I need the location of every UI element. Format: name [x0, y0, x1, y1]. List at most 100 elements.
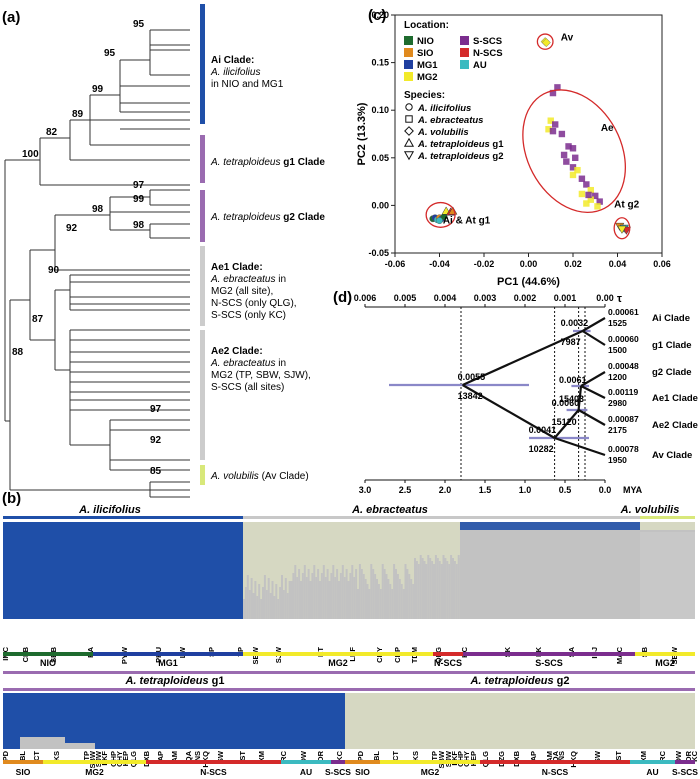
structure-site-label: ST [238, 751, 247, 761]
av-clade-label: A. volubilis (Av Clade) [210, 471, 309, 482]
div-top-tick-label: 0.006 [354, 293, 377, 303]
g1-clade-suffix: g1 Clade [283, 157, 325, 168]
div-branch [554, 436, 606, 457]
structure-bar-gray [65, 743, 95, 749]
legend-species-label: A. ebracteatus [417, 115, 483, 126]
div-node-tau: 0.0055 [458, 372, 486, 382]
structure-group-bar [345, 688, 695, 691]
structure-bar-gray [351, 565, 354, 619]
legend-species-suffix: g2 [490, 151, 504, 162]
bootstrap-value: 99 [133, 194, 145, 205]
structure-bar-gray [374, 574, 377, 619]
structure-site-label: LKF [450, 751, 459, 766]
div-bottom-tick-label: 0.0 [599, 485, 612, 495]
ae1-clade-line-3: N-SCS (only QLG), [211, 298, 297, 309]
bootstrap-value: 88 [12, 347, 24, 358]
structure-bar-gray [381, 564, 384, 619]
pca-point [563, 158, 570, 165]
structure-region-label: SIO [355, 767, 370, 777]
bootstrap-value: 98 [92, 204, 104, 215]
structure-region-label: SIO [16, 767, 31, 777]
structure-site-label: DR [684, 750, 693, 761]
g1-clade-species: A. tetraploideus [210, 157, 281, 168]
pca-y-tick-label: 0.05 [371, 153, 389, 163]
structure-bar-gray [383, 569, 386, 619]
clade-bar-ae2 [200, 330, 205, 460]
structure-bar-gray [425, 564, 428, 619]
pca-point [436, 217, 443, 225]
structure-region-label: N-SCS [200, 767, 227, 777]
structure-region-label: S-SCS [535, 658, 563, 668]
pca-point [554, 84, 561, 91]
structure-site-label: SB [640, 646, 649, 657]
structure-block-cream [345, 693, 695, 749]
structure-bar-gray [640, 532, 695, 619]
structure-bar-gray [433, 564, 435, 619]
structure-site-label: KEP [121, 751, 130, 766]
structure-bar-gray [400, 584, 403, 619]
bootstrap-value: 95 [104, 48, 116, 59]
divergence-time-plot: 0.006 0.005 0.004 0.003 0.002 0.001 0.00 τ 3.0 2.… [354, 293, 698, 495]
structure-bar-gray [360, 569, 363, 619]
pca-point [617, 225, 627, 234]
legend-species-label: A. tetraploideus g1 [417, 139, 504, 150]
structure-region-label: MG2 [328, 658, 348, 668]
pca-point [578, 175, 586, 182]
structure-bar-gray [398, 579, 401, 619]
structure-region-label: AU [300, 767, 312, 777]
structure-site-label: NS [557, 751, 566, 761]
pca-point [585, 191, 592, 199]
structure-species-bar [243, 516, 640, 519]
structure-bar-gray [279, 587, 282, 619]
structure-group-label-g2: A. tetraploideus g2 [469, 675, 569, 687]
structure-bar-gray [391, 589, 394, 619]
structure-site-label: DXB [512, 750, 521, 766]
div-node-tau: 0.0041 [529, 425, 557, 435]
structure-site-label: SW [216, 750, 225, 763]
legend-location-label: S-SCS [473, 36, 502, 47]
pca-point [569, 164, 577, 171]
structure-bar-gray [442, 555, 445, 619]
structure-bar-gray [452, 558, 454, 619]
pca-point [583, 200, 590, 207]
structure-bar-blue [460, 522, 640, 530]
legend-species-marker [404, 126, 414, 136]
structure-bar-gray [267, 578, 270, 619]
structure-site-label: SA [567, 646, 576, 657]
pca-x-tick-label: -0.06 [385, 259, 406, 269]
structure-bar-gray [357, 589, 359, 619]
div-bottom-axis-label: MYA [623, 485, 643, 495]
bootstrap-value: 99 [92, 84, 104, 95]
bootstrap-value: 98 [133, 220, 145, 231]
structure-bar-gray [305, 577, 308, 619]
div-node-n: 13842 [458, 391, 483, 401]
structure-bar-gray [370, 564, 373, 619]
structure-site-label: PD [356, 750, 365, 761]
structure-site-label: QA [184, 750, 193, 762]
pca-point [583, 181, 590, 188]
div-tip-tau: 0.00119 [608, 387, 639, 397]
structure-site-label: AM [170, 751, 179, 763]
structure-region-bar [281, 760, 331, 764]
panel-label-a: (a) [2, 9, 20, 26]
panel-label-d: (d) [333, 289, 352, 306]
div-tip-label: Av Clade [652, 450, 692, 461]
pca-group-label: Ai & At g1 [443, 215, 491, 226]
legend-location-label: N-SCS [473, 48, 503, 59]
structure-bar-gray [372, 569, 375, 619]
div-tip-tau: 0.00078 [608, 444, 639, 454]
structure-bar-gray [406, 569, 409, 619]
structure-site-label: LKF [100, 751, 109, 766]
ae1-clade-line-4: S-SCS (only KC) [211, 310, 286, 321]
legend-species-name: A. volubilis [417, 127, 469, 138]
div-tip-n: 1500 [608, 345, 627, 355]
structure-block-blue [3, 522, 243, 619]
structure-region-bar [146, 760, 281, 764]
div-top-tick-label: 0.004 [434, 293, 457, 303]
structure-site-label: CHP [456, 751, 465, 767]
legend-location-swatch [460, 60, 469, 69]
legend-species-title: Species: [404, 90, 445, 101]
structure-bar-gray [431, 561, 434, 619]
div-tip-n: 1200 [608, 372, 627, 382]
structure-bar-gray [345, 569, 348, 619]
